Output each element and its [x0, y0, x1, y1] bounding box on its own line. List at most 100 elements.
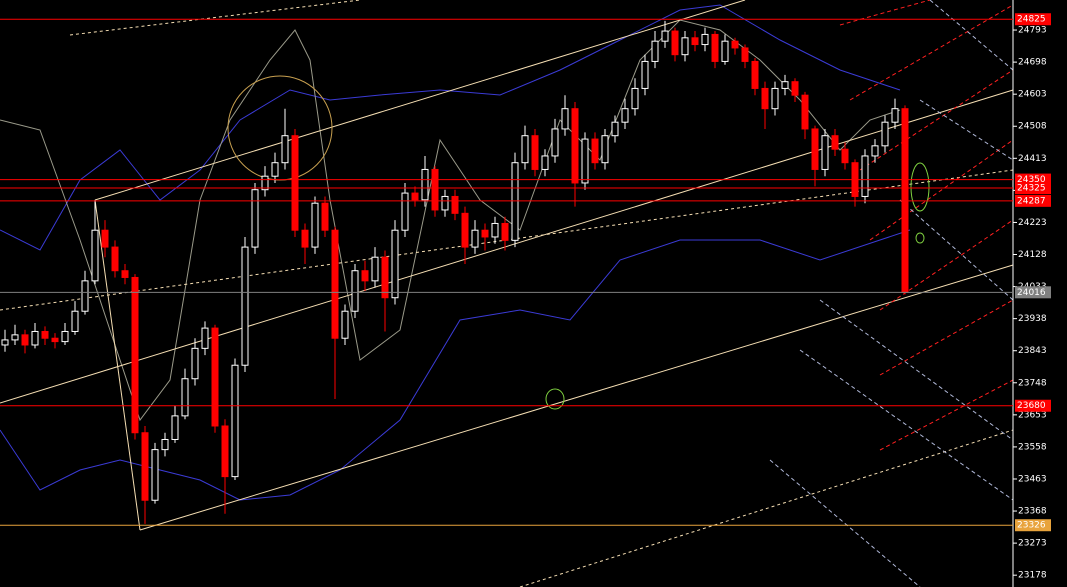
candle-body — [721, 40, 729, 62]
y-tick-label: 23748 — [1018, 378, 1047, 388]
candle-body — [531, 135, 539, 170]
candle-body — [861, 155, 869, 197]
candle-body — [541, 155, 549, 170]
candle-body — [521, 135, 529, 164]
candle-body — [181, 378, 189, 417]
y-tick-label: 23273 — [1018, 539, 1047, 549]
level-label-bg — [1015, 399, 1051, 412]
candle-body — [441, 195, 449, 211]
candle-body — [201, 327, 209, 349]
candle-body — [561, 108, 569, 130]
candle-body — [401, 192, 409, 231]
candle-body — [771, 87, 779, 110]
candle-body — [151, 449, 159, 501]
candle-body — [331, 229, 339, 339]
candle-body — [701, 33, 709, 46]
candle-body — [461, 212, 469, 248]
candle-body — [51, 337, 59, 343]
y-tick-label: 23463 — [1018, 474, 1047, 484]
candle-body — [341, 310, 349, 339]
candle-body — [791, 81, 799, 96]
y-tick-label: 23178 — [1018, 571, 1047, 581]
candle-body — [481, 229, 489, 238]
candle-body — [681, 37, 689, 56]
red-fan — [839, 0, 1014, 451]
candle-body — [301, 229, 309, 248]
candle-body — [351, 270, 359, 312]
candle-body — [571, 108, 579, 184]
dotted-line — [519, 429, 1014, 587]
gray-fan — [769, 0, 1014, 587]
y-tick-label: 24223 — [1018, 218, 1047, 228]
candle-body — [881, 121, 889, 147]
candle-body — [141, 432, 149, 501]
candle-body — [361, 270, 369, 282]
candle-body — [811, 128, 819, 170]
candle-body — [211, 327, 219, 427]
candle-body — [781, 81, 789, 89]
y-tick-label: 24698 — [1018, 58, 1047, 68]
candle-body — [751, 60, 759, 89]
candle-body — [61, 330, 69, 343]
candle-body — [261, 175, 269, 191]
candle-body — [551, 128, 559, 157]
drawings — [0, 0, 1014, 587]
y-tick-label: 23938 — [1018, 314, 1047, 324]
y-tick-label: 23843 — [1018, 346, 1047, 356]
candle-body — [391, 229, 399, 299]
channel-lower — [139, 264, 1014, 531]
y-tick-label: 23653 — [1018, 410, 1047, 420]
candle-body — [111, 246, 119, 272]
candle-body — [841, 148, 849, 164]
candle-body — [281, 135, 289, 164]
level-label-bg — [1015, 194, 1051, 207]
level-label: 23680 — [1017, 401, 1046, 411]
candle-body — [821, 135, 829, 170]
candle-body — [421, 168, 429, 201]
candle-body — [131, 276, 139, 434]
candle-body — [71, 310, 79, 332]
candle-body — [621, 108, 629, 123]
level-label: 24825 — [1017, 15, 1046, 25]
ellipse-annotation — [915, 232, 925, 244]
candle-body — [891, 108, 899, 123]
candle-body — [691, 37, 699, 46]
channel-middle — [0, 89, 1014, 404]
candle-body — [11, 334, 19, 341]
candle-body — [41, 330, 49, 339]
candle-body — [251, 189, 259, 248]
candle-body — [871, 145, 879, 157]
channel-upper — [94, 0, 746, 201]
candle-body — [321, 202, 329, 231]
candle-body — [81, 280, 89, 312]
y-tick-label: 23558 — [1018, 442, 1047, 452]
candle-body — [831, 135, 839, 150]
candle-body — [491, 222, 499, 238]
candle-body — [761, 87, 769, 110]
candle-body — [121, 270, 129, 278]
candle-body — [511, 162, 519, 241]
level-label-bg — [1015, 286, 1051, 299]
candle-body — [381, 256, 389, 299]
ellipse-annotation — [545, 388, 565, 410]
candle-body — [651, 40, 659, 62]
candle-body — [291, 135, 299, 231]
level-label: 24016 — [1017, 288, 1046, 298]
candle-body — [711, 33, 719, 62]
candle-body — [451, 195, 459, 214]
level-label-bg — [1015, 182, 1051, 195]
y-tick-label: 24508 — [1018, 122, 1047, 132]
candle-body — [631, 87, 639, 110]
candle-body — [671, 30, 679, 56]
candle-body — [661, 30, 669, 42]
candle-body — [411, 192, 419, 201]
candle-body — [271, 162, 279, 177]
candle-body — [601, 135, 609, 164]
candle-body — [741, 47, 749, 62]
candle-body — [431, 168, 439, 211]
candle-body — [591, 138, 599, 164]
candle-body — [91, 229, 99, 282]
candle-body — [221, 425, 229, 478]
y-tick-label: 24793 — [1018, 26, 1047, 36]
